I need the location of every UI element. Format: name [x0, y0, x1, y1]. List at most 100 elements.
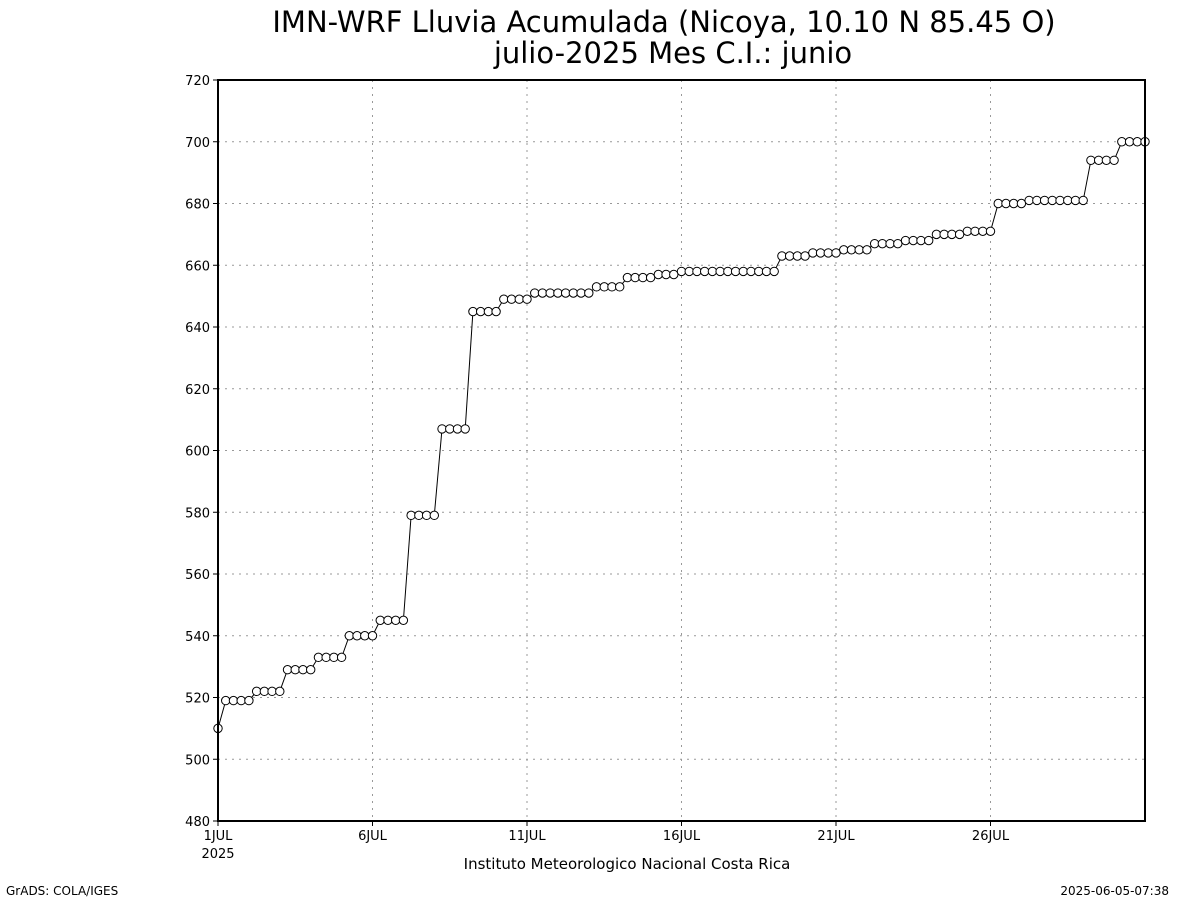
- data-point: [421, 510, 432, 521]
- software-credit: GrADS: COLA/IGES: [6, 884, 118, 898]
- data-point: [560, 288, 571, 298]
- y-tick-label: 480: [185, 815, 210, 830]
- y-tick-label: 720: [185, 74, 210, 89]
- x-tick-sublabel: 2025: [201, 847, 234, 862]
- series-accumulated-rain: [213, 137, 1150, 734]
- data-point: [228, 695, 239, 706]
- x-tick-label: 1JUL: [204, 829, 234, 844]
- data-point: [429, 510, 439, 521]
- data-point: [931, 229, 942, 240]
- data-point: [900, 235, 911, 246]
- data-point: [329, 652, 339, 663]
- data-point: [1132, 137, 1142, 147]
- data-point: [1032, 195, 1042, 206]
- data-point: [924, 235, 934, 246]
- data-point: [784, 251, 795, 261]
- data-point: [985, 226, 996, 236]
- data-point: [437, 424, 447, 434]
- data-point: [599, 282, 609, 292]
- data-point: [483, 306, 494, 317]
- data-point: [622, 272, 633, 283]
- data-point: [846, 245, 857, 255]
- data-point: [375, 615, 385, 626]
- data-point: [352, 631, 362, 641]
- chart-subtitle: julio-2025 Mes C.I.: junio: [493, 36, 852, 70]
- data-point: [692, 266, 702, 277]
- data-point: [1070, 195, 1081, 206]
- y-tick-label: 560: [185, 568, 210, 583]
- data-point: [676, 266, 687, 277]
- x-tick-label: 16JUL: [663, 829, 701, 844]
- data-point: [916, 235, 926, 246]
- data-point: [344, 631, 355, 641]
- data-point: [221, 695, 231, 706]
- data-point: [506, 294, 517, 304]
- y-tick-label: 520: [185, 692, 210, 707]
- data-point: [800, 251, 810, 261]
- data-point: [360, 631, 370, 641]
- data-point: [978, 226, 988, 236]
- data-point: [584, 288, 594, 298]
- x-axis: 1JUL 2025 6JUL 11JUL 16JUL 21JUL 26JUL: [201, 821, 1010, 862]
- data-point: [970, 226, 980, 236]
- data-point: [1063, 195, 1073, 206]
- data-point: [367, 631, 378, 641]
- data-point: [306, 665, 316, 675]
- data-point: [630, 272, 640, 283]
- data-point: [831, 248, 841, 258]
- data-point: [607, 282, 617, 292]
- data-point: [336, 652, 347, 663]
- data-point: [553, 288, 563, 298]
- data-point: [313, 652, 324, 663]
- data-point: [298, 665, 308, 675]
- data-point: [545, 288, 555, 298]
- data-point: [290, 665, 300, 675]
- y-tick-label: 700: [185, 136, 210, 151]
- data-point: [1109, 155, 1119, 165]
- data-point: [738, 266, 748, 277]
- data-point: [908, 235, 918, 246]
- data-point: [398, 615, 409, 626]
- data-point: [460, 424, 470, 434]
- data-point: [499, 294, 509, 304]
- data-point: [869, 238, 880, 249]
- y-tick-label: 620: [185, 383, 210, 398]
- data-point: [645, 272, 656, 283]
- data-point: [491, 306, 501, 317]
- data-point: [661, 269, 671, 280]
- data-point: [591, 282, 602, 292]
- data-point: [669, 269, 679, 280]
- data-point: [576, 288, 586, 298]
- data-point: [769, 266, 779, 277]
- data-point: [962, 226, 973, 236]
- data-point: [537, 288, 548, 298]
- data-point: [792, 251, 803, 261]
- y-tick-label: 660: [185, 259, 210, 274]
- data-point: [839, 245, 849, 255]
- data-point: [414, 510, 424, 521]
- data-point: [267, 686, 277, 697]
- data-point: [615, 282, 625, 292]
- data-point: [468, 306, 478, 317]
- data-point: [275, 686, 285, 697]
- grid: [218, 80, 1145, 821]
- data-point: [522, 294, 532, 304]
- data-point: [1024, 195, 1034, 206]
- data-point: [1101, 155, 1112, 165]
- data-point: [1093, 155, 1104, 165]
- data-point: [746, 266, 756, 277]
- data-point: [684, 266, 694, 277]
- data-point: [475, 306, 486, 317]
- x-tick-label: 26JUL: [972, 829, 1010, 844]
- data-point: [1055, 195, 1065, 206]
- data-point: [699, 266, 710, 277]
- y-tick-label: 540: [185, 630, 210, 645]
- data-point: [885, 238, 895, 249]
- data-point: [815, 248, 826, 258]
- data-point: [259, 686, 270, 697]
- data-point: [638, 272, 648, 283]
- data-point: [893, 238, 903, 249]
- data-point: [862, 245, 872, 255]
- data-point: [1001, 198, 1011, 209]
